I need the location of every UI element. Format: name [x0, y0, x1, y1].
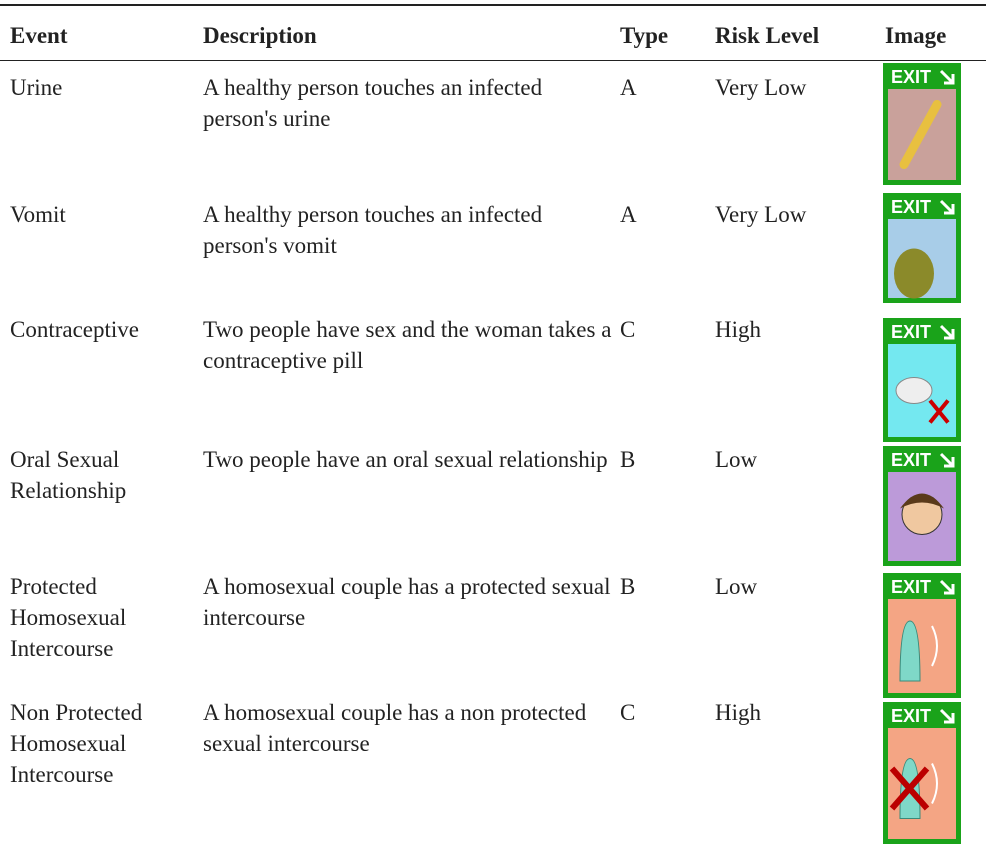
vomit	[894, 249, 934, 299]
event-image: EXIT	[883, 318, 961, 442]
column-header: Risk Level	[715, 20, 900, 51]
exit-label: EXIT	[891, 197, 931, 217]
event: Non Protected Homosexual Intercourse	[10, 697, 200, 790]
pill-box	[896, 378, 932, 404]
risk-level: Very Low	[715, 199, 880, 230]
event-image: EXIT	[883, 702, 961, 844]
event: Vomit	[10, 199, 200, 230]
type: C	[620, 697, 710, 728]
description: A healthy person touches an infected per…	[203, 199, 613, 261]
type: A	[620, 72, 710, 103]
event-image: EXIT	[883, 446, 961, 566]
risk-level: Low	[715, 444, 880, 475]
description: Two people have sex and the woman takes …	[203, 314, 613, 376]
event-image: EXIT	[883, 193, 961, 303]
description: A healthy person touches an infected per…	[203, 72, 613, 134]
description: A homosexual couple has a non protected …	[203, 697, 613, 759]
column-header: Image	[885, 20, 986, 51]
risk-level: Low	[715, 571, 880, 602]
exit-label: EXIT	[891, 706, 931, 726]
description: A homosexual couple has a protected sexu…	[203, 571, 613, 633]
image-background	[888, 599, 956, 693]
event-image: EXIT	[883, 573, 961, 698]
image-background	[888, 728, 956, 839]
header-rule	[0, 60, 986, 61]
event: Oral Sexual Relationship	[10, 444, 200, 506]
event: Urine	[10, 72, 200, 103]
column-header: Type	[620, 20, 730, 51]
type: C	[620, 314, 710, 345]
type: B	[620, 444, 710, 475]
column-header: Description	[203, 20, 633, 51]
risk-level: High	[715, 314, 880, 345]
exit-label: EXIT	[891, 577, 931, 597]
event-image: EXIT	[883, 63, 961, 185]
risk-level: Very Low	[715, 72, 880, 103]
exit-label: EXIT	[891, 67, 931, 87]
exit-label: EXIT	[891, 450, 931, 470]
column-header: Event	[10, 20, 220, 51]
top-rule	[0, 4, 986, 6]
description: Two people have an oral sexual relations…	[203, 444, 613, 475]
risk-level: High	[715, 697, 880, 728]
event: Contraceptive	[10, 314, 200, 345]
event: Protected Homosexual Intercourse	[10, 571, 200, 664]
page: EventDescriptionTypeRisk LevelImage Urine…	[0, 0, 986, 851]
exit-label: EXIT	[891, 322, 931, 342]
type: B	[620, 571, 710, 602]
type: A	[620, 199, 710, 230]
